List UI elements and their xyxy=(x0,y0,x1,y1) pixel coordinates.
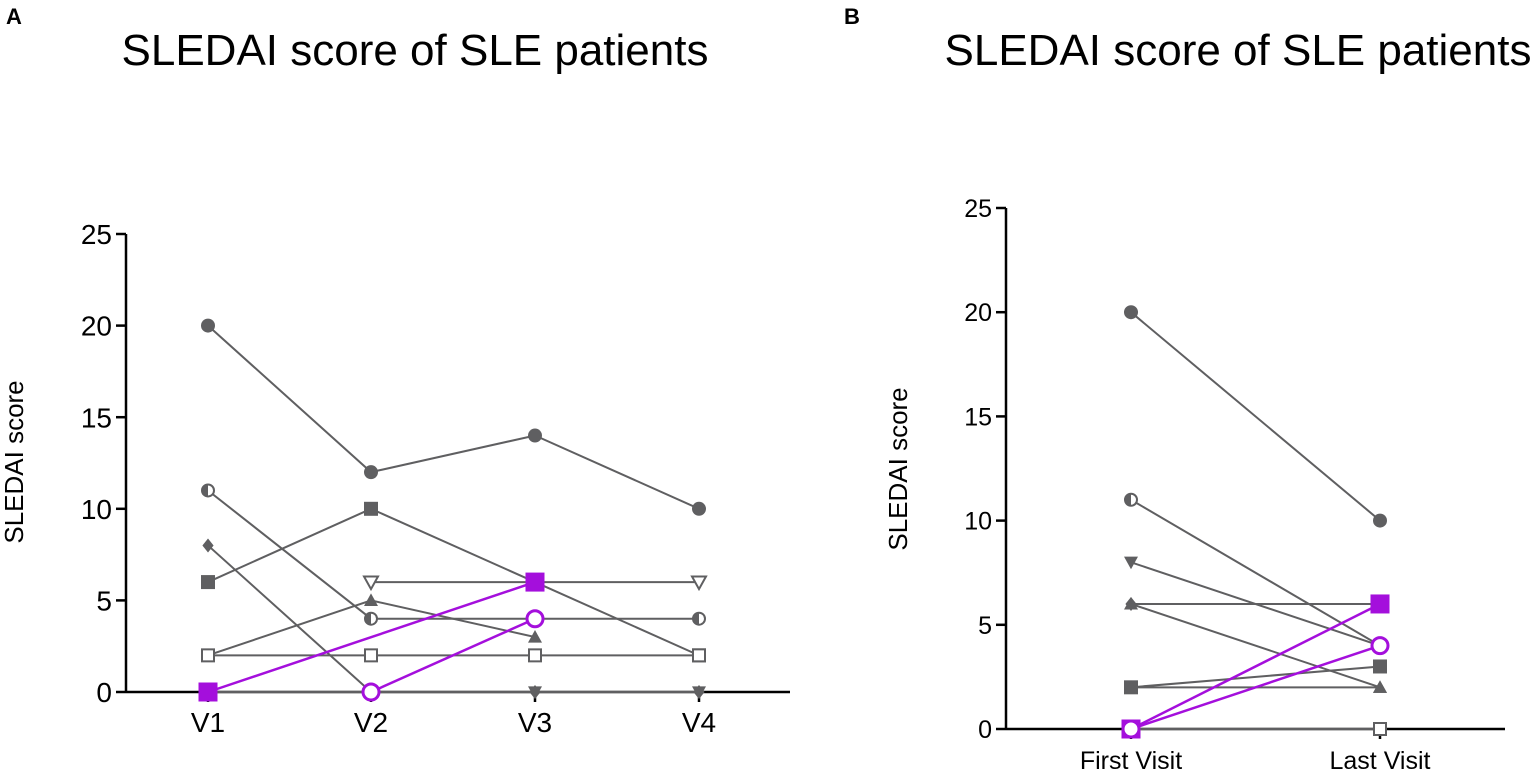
panel-b-patient-10-point xyxy=(1370,636,1390,656)
panel-a-patient-9-point xyxy=(198,682,218,702)
panel-a-patient-3-point xyxy=(692,611,706,626)
panel-b-patient-8-point xyxy=(1373,722,1387,736)
panel-a-y-tick-label: 0 xyxy=(96,677,112,708)
panel-a-plot: 0 5 10 15 20 25 V1 V2 V3 V4 xyxy=(81,219,790,738)
panel-a-patient-1-point xyxy=(528,428,542,443)
panel-a-x-tick-label: V3 xyxy=(518,707,552,738)
panel-b-patient-9-point xyxy=(1370,594,1390,614)
panel-a-patient-10-line xyxy=(370,617,536,694)
panel-a-patient-10-point xyxy=(361,682,381,702)
panel-a-patient-6-point xyxy=(201,648,215,663)
panel-b-y-tick-label: 10 xyxy=(964,508,992,536)
panel-b-y-tick-label: 5 xyxy=(978,612,992,640)
panel-a-patient-6-point xyxy=(692,648,706,663)
panel-b-y-tick-label: 20 xyxy=(964,299,992,327)
panel-b-x-tick-label: First Visit xyxy=(1080,747,1182,769)
panel-a-patient-5-point xyxy=(528,630,542,643)
panel-a: A SLEDAI score of SLE patients SLEDAI sc… xyxy=(0,4,790,738)
panel-a-y-tick-label: 20 xyxy=(81,311,112,342)
panel-a-patient-5-point xyxy=(364,593,378,606)
panel-a-patient-4-point xyxy=(202,538,214,553)
panel-a-patient-9-line xyxy=(207,580,536,694)
panel-b-y-axis-label: SLEDAI score xyxy=(883,387,913,550)
panel-b-patient-10-point xyxy=(1121,719,1141,739)
panel-b-y-tick-label: 25 xyxy=(964,195,992,223)
panel-b-y-tick-label: 15 xyxy=(964,403,992,431)
panel-b-patient-4-point xyxy=(1124,556,1138,570)
panel-b-patient-1-point xyxy=(1373,513,1387,528)
panel-a-patient-3-line xyxy=(207,489,699,620)
panel-b: B SLEDAI score of SLE patients SLEDAI sc… xyxy=(844,4,1531,769)
panel-a-patient-3-point xyxy=(201,483,215,498)
panel-a-patient-1-point xyxy=(692,501,706,516)
panel-b-patient-9-line xyxy=(1130,602,1381,731)
panel-b-patient-2-line xyxy=(1130,665,1381,689)
panel-a-x-tick-label: V2 xyxy=(354,707,388,738)
panel-b-patient-1-line xyxy=(1130,311,1381,522)
panel-a-patient-6-point xyxy=(528,648,542,663)
panel-a-patient-8-point xyxy=(528,686,542,699)
panel-a-patient-1-point xyxy=(201,318,215,333)
panel-a-patient-7-point xyxy=(690,575,708,592)
panel-a-y-tick-label: 10 xyxy=(81,494,112,525)
panel-b-patient-6-point xyxy=(1373,680,1387,693)
panel-a-x-tick-label: V1 xyxy=(191,707,225,738)
panel-b-patient-1-point xyxy=(1124,305,1138,320)
panel-a-patient-8-point xyxy=(692,686,706,699)
panel-b-y-tick-label: 0 xyxy=(978,716,992,744)
panel-a-patient-2-point xyxy=(364,501,378,516)
panel-b-patient-2-point xyxy=(1373,659,1387,674)
panel-a-y-tick-label: 15 xyxy=(81,402,112,433)
panel-a-patient-10-point xyxy=(525,609,545,629)
panel-a-y-axis-label: SLEDAI score xyxy=(0,380,29,543)
panel-a-patient-9-point xyxy=(525,572,545,592)
panel-b-patient-5-line xyxy=(1130,603,1381,689)
panel-b-patient-3-point xyxy=(1124,492,1138,507)
panel-a-y-tick-label: 25 xyxy=(81,219,112,250)
panel-a-patient-7-point xyxy=(362,575,380,592)
panel-a-patient-5-line xyxy=(207,599,536,657)
panel-a-patient-2-point xyxy=(201,575,215,590)
panel-letter-b: B xyxy=(844,4,860,29)
panel-a-patient-1-point xyxy=(364,465,378,480)
panel-b-x-tick-label: Last Visit xyxy=(1330,747,1431,769)
panel-a-title: SLEDAI score of SLE patients xyxy=(122,26,709,75)
panel-letter-a: A xyxy=(6,4,22,29)
panel-a-y-tick-label: 5 xyxy=(96,585,112,616)
panel-a-patient-6-point xyxy=(364,648,378,663)
panel-b-patient-10-line xyxy=(1130,644,1381,731)
panel-b-patient-3-line xyxy=(1130,498,1381,647)
panel-a-patient-1-line xyxy=(207,324,700,510)
panel-b-plot: 0 5 10 15 20 25 First Visit Last Visit xyxy=(964,195,1505,769)
panel-b-patient-7-point xyxy=(1125,596,1137,611)
panel-b-title: SLEDAI score of SLE patients xyxy=(945,26,1532,75)
panel-a-x-tick-label: V4 xyxy=(682,707,716,738)
panel-a-patient-3-point xyxy=(364,611,378,626)
panel-b-patient-6-point xyxy=(1124,680,1138,693)
